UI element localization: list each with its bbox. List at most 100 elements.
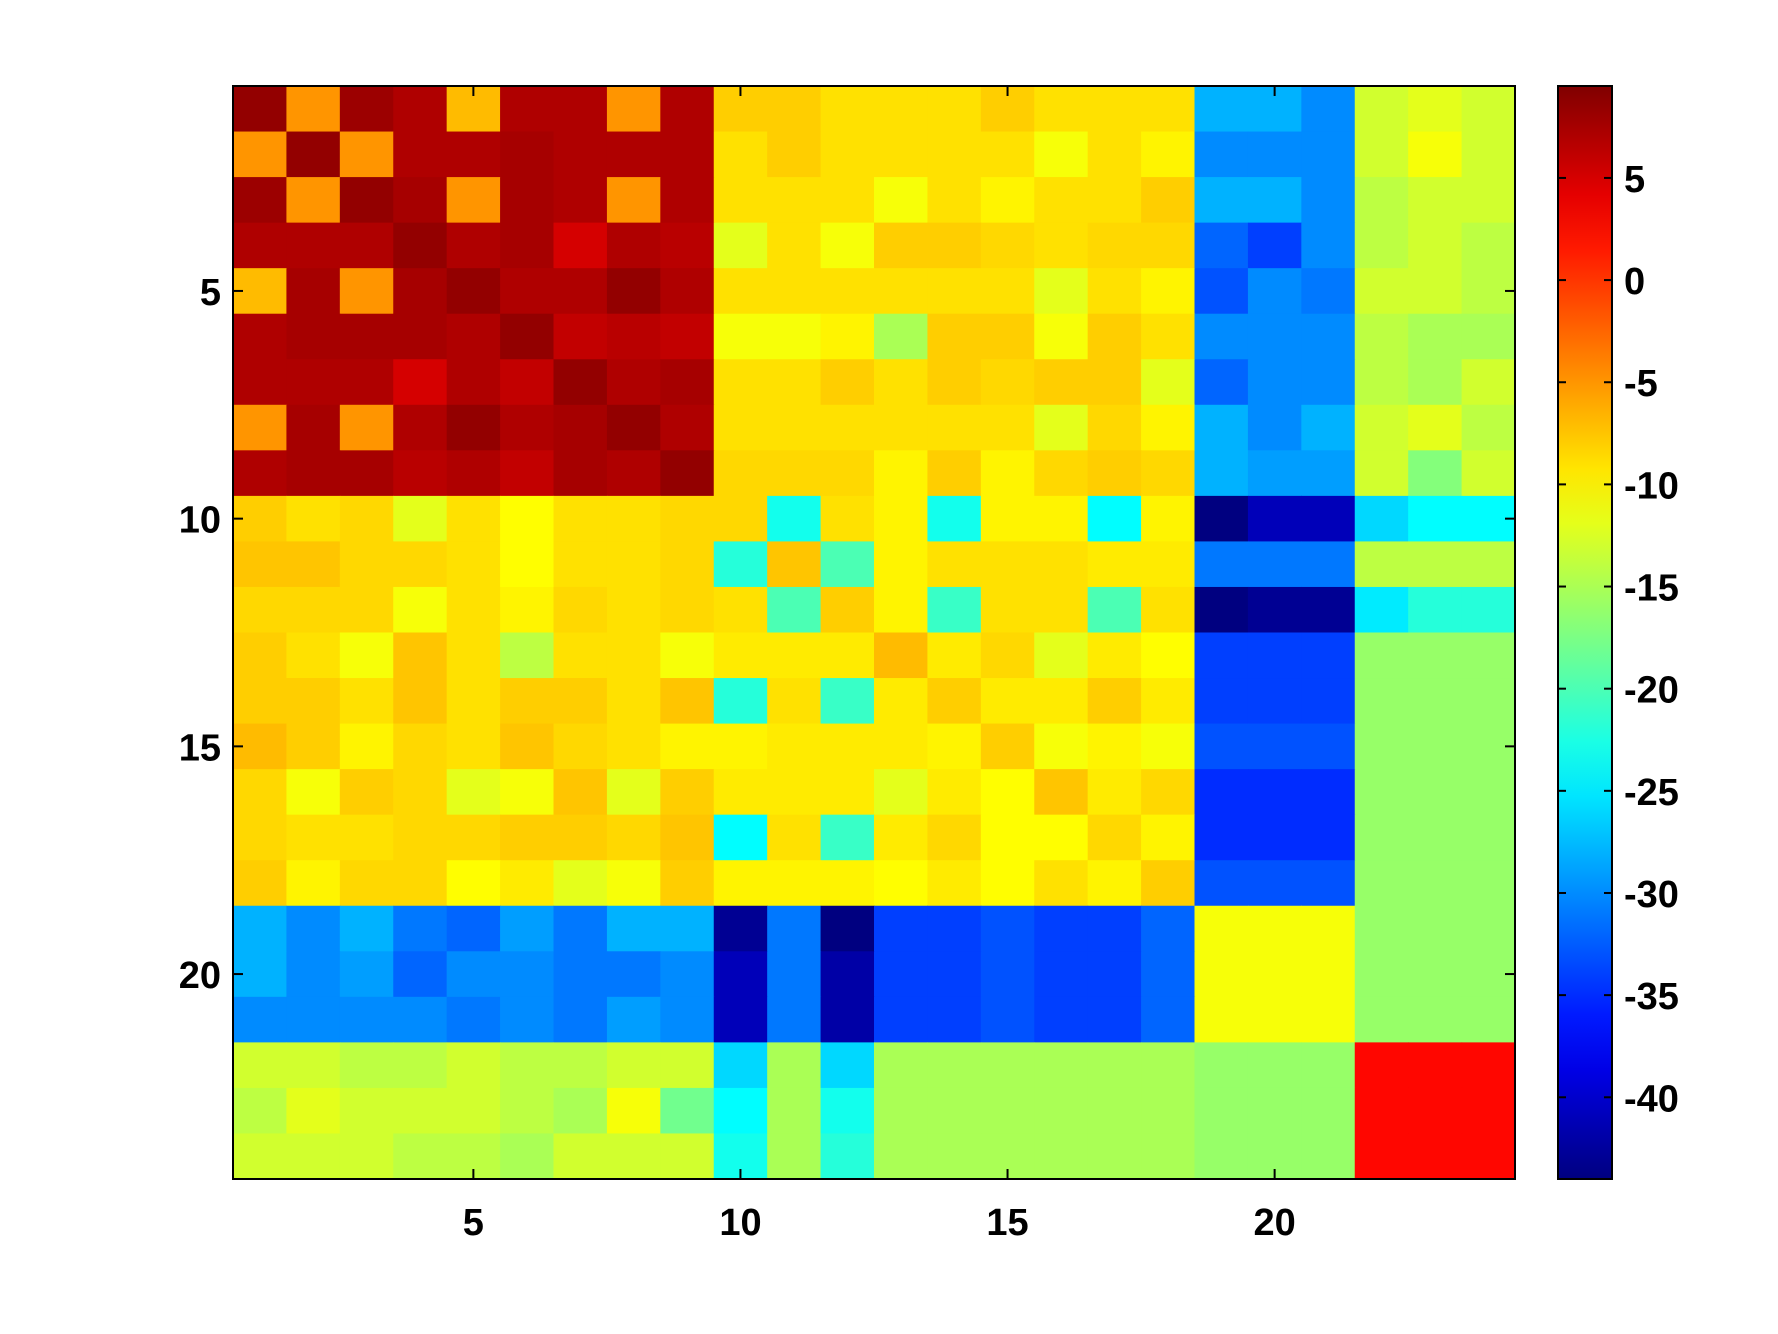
heatmap-cell xyxy=(1247,1087,1302,1135)
heatmap-cell xyxy=(980,222,1035,269)
heatmap-cell xyxy=(1034,177,1089,224)
heatmap-cell xyxy=(1034,586,1089,634)
heatmap-cell xyxy=(874,450,929,497)
heatmap-cell xyxy=(286,359,341,406)
heatmap-cell xyxy=(606,769,661,816)
heatmap-cell xyxy=(980,1087,1035,1135)
heatmap-cell xyxy=(713,769,768,816)
heatmap-cell xyxy=(713,495,768,543)
colorbar-tick-label: -20 xyxy=(1624,670,1679,712)
heatmap-cell xyxy=(446,495,501,543)
heatmap-cell xyxy=(1247,769,1302,816)
heatmap-cell xyxy=(1461,996,1516,1043)
heatmap-cell xyxy=(606,268,661,315)
heatmap-cell xyxy=(874,860,929,907)
heatmap-cell xyxy=(339,723,394,770)
heatmap-cell xyxy=(500,905,555,952)
heatmap-cell xyxy=(446,313,501,360)
heatmap-cell xyxy=(713,632,768,679)
heatmap-cell xyxy=(1247,860,1302,907)
heatmap-cell xyxy=(980,769,1035,816)
heatmap-cell xyxy=(1408,678,1463,725)
heatmap-cell xyxy=(874,678,929,725)
heatmap-cell xyxy=(393,951,448,998)
y-tick-label: 5 xyxy=(200,272,221,314)
heatmap-cell xyxy=(1408,1042,1463,1089)
heatmap-cell xyxy=(606,359,661,406)
heatmap-cell xyxy=(1354,860,1409,907)
colorbar-tick-label: -25 xyxy=(1624,772,1679,814)
heatmap-cell xyxy=(1408,1087,1463,1135)
heatmap-cell xyxy=(1354,359,1409,406)
heatmap-cell xyxy=(980,1042,1035,1089)
heatmap-cell xyxy=(874,996,929,1043)
heatmap-cell xyxy=(339,1133,394,1180)
heatmap-cell xyxy=(1247,951,1302,998)
heatmap-cell xyxy=(446,268,501,315)
heatmap-cell xyxy=(339,541,394,588)
heatmap-cell xyxy=(233,450,288,497)
heatmap-cell xyxy=(1461,1042,1516,1089)
heatmap-cell xyxy=(606,177,661,224)
heatmap-cell xyxy=(1087,222,1142,269)
heatmap-cell xyxy=(393,222,448,269)
heatmap-cell xyxy=(927,541,982,588)
heatmap-cell xyxy=(1034,404,1089,451)
heatmap-cell xyxy=(1034,769,1089,816)
heatmap-cell xyxy=(767,86,822,133)
heatmap-cell xyxy=(233,359,288,406)
heatmap-cell xyxy=(660,86,715,133)
heatmap-cell xyxy=(606,86,661,133)
heatmap-cell xyxy=(1408,222,1463,269)
heatmap-cell xyxy=(820,177,875,224)
heatmap-cell xyxy=(1247,404,1302,451)
heatmap-cell xyxy=(980,177,1035,224)
heatmap-cell xyxy=(1408,268,1463,315)
heatmap-cell xyxy=(393,723,448,770)
heatmap-cell xyxy=(1141,359,1196,406)
heatmap-cell xyxy=(1301,268,1356,315)
heatmap-cell xyxy=(980,131,1035,178)
heatmap-cell xyxy=(1141,268,1196,315)
heatmap-cell xyxy=(339,1042,394,1089)
heatmap-cell xyxy=(606,313,661,360)
heatmap-cell xyxy=(927,313,982,360)
heatmap-cell xyxy=(1408,450,1463,497)
heatmap-cell xyxy=(500,86,555,133)
heatmap-cell xyxy=(606,996,661,1043)
heatmap-cell xyxy=(660,1087,715,1135)
heatmap-cell xyxy=(1194,1133,1249,1180)
heatmap-cell xyxy=(874,905,929,952)
heatmap-cell xyxy=(553,769,608,816)
heatmap-cell xyxy=(767,905,822,952)
heatmap-cell xyxy=(500,1087,555,1135)
heatmap-cell xyxy=(1087,131,1142,178)
heatmap-cell xyxy=(927,905,982,952)
heatmap-cell xyxy=(713,814,768,861)
heatmap-cell xyxy=(874,723,929,770)
heatmap-cell xyxy=(820,951,875,998)
heatmap-cell xyxy=(1034,495,1089,543)
heatmap-cell xyxy=(553,86,608,133)
heatmap-cell xyxy=(233,769,288,816)
heatmap-cell xyxy=(1034,814,1089,861)
heatmap-cell xyxy=(446,996,501,1043)
heatmap-cell xyxy=(1354,1133,1409,1180)
heatmap-cell xyxy=(927,678,982,725)
heatmap-cell xyxy=(339,1087,394,1135)
heatmap-cell xyxy=(339,177,394,224)
heatmap-cell xyxy=(339,678,394,725)
heatmap-cell xyxy=(1354,313,1409,360)
heatmap-cell xyxy=(446,951,501,998)
heatmap-cell xyxy=(1247,723,1302,770)
heatmap-cell xyxy=(553,1042,608,1089)
heatmap-cell xyxy=(660,404,715,451)
heatmap-cell xyxy=(874,586,929,634)
heatmap-cell xyxy=(980,632,1035,679)
heatmap-cell xyxy=(874,1133,929,1180)
heatmap-cell xyxy=(1301,769,1356,816)
heatmap-cell xyxy=(1301,541,1356,588)
heatmap-cell xyxy=(233,404,288,451)
heatmap-cells xyxy=(233,86,1516,1180)
heatmap-cell xyxy=(233,177,288,224)
